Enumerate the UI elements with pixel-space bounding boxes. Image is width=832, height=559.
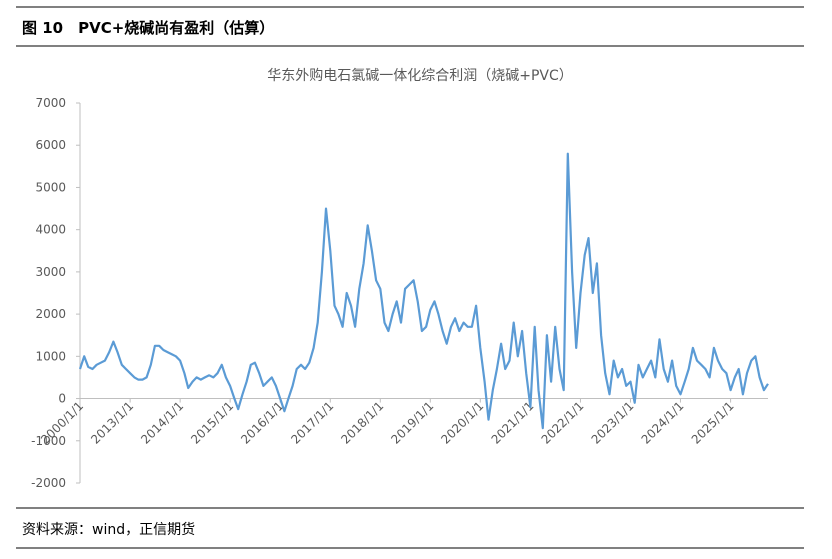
y-tick-label: 2000 [35, 307, 66, 321]
x-tick-label: 2018/1/1 [338, 399, 386, 447]
y-tick-label: 1000 [35, 349, 66, 363]
y-tick-label: 0 [58, 392, 66, 406]
y-tick-label: 7000 [35, 96, 66, 110]
x-tick-label: 2016/1/1 [238, 399, 286, 447]
y-tick-label: -2000 [31, 476, 66, 490]
x-tick-label: 2015/1/1 [188, 399, 236, 447]
x-tick-label: 2023/1/1 [589, 399, 637, 447]
y-tick-label: 5000 [35, 180, 66, 194]
x-tick-label: 2013/1/1 [88, 399, 136, 447]
x-tick-label: 2024/1/1 [639, 399, 687, 447]
y-tick-label: -1000 [31, 434, 66, 448]
x-tick-label: 2014/1/1 [138, 399, 186, 447]
x-tick-label: 2017/1/1 [288, 399, 336, 447]
chart-title: 华东外购电石氯碱一体化综合利润（烧碱+PVC） [267, 68, 573, 84]
x-tick-label: 2022/1/1 [539, 399, 587, 447]
x-tick-label: 2019/1/1 [388, 399, 436, 447]
y-tick-label: 3000 [35, 265, 66, 279]
y-tick-label: 4000 [35, 223, 66, 237]
x-tick-label: 2020/1/1 [438, 399, 486, 447]
x-tick-label: 2025/1/1 [689, 399, 737, 447]
source-note: 资料来源：wind，正信期货 [22, 521, 195, 538]
data-line [78, 152, 769, 430]
y-tick-label: 6000 [35, 138, 66, 152]
figure-title: 图 10 PVC+烧碱尚有盈利（估算） [22, 19, 274, 37]
